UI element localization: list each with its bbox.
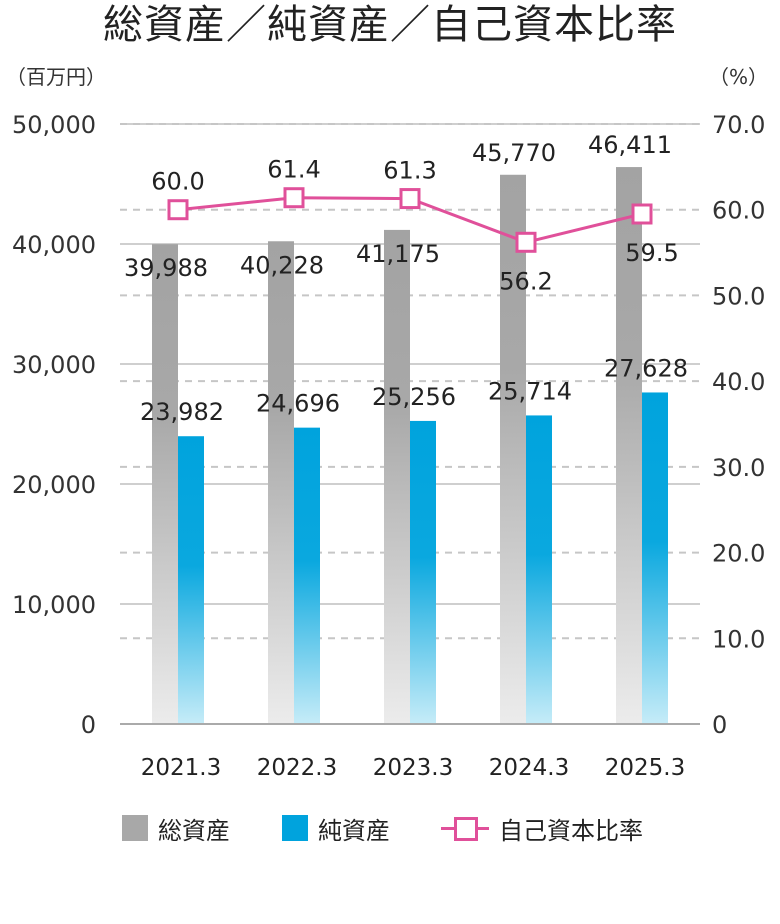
x-axis-category-label: 2025.3 <box>605 755 685 781</box>
left-axis-tick-label: 30,000 <box>12 351 96 379</box>
left-axis-tick-label: 10,000 <box>12 591 96 619</box>
net-assets-bar <box>410 420 436 724</box>
total-assets-bar <box>268 241 294 725</box>
total-assets-data-label: 45,770 <box>472 139 556 167</box>
left-axis-unit: （百万円） <box>6 65 106 89</box>
equity-ratio-marker <box>399 188 421 210</box>
left-axis-tick-label: 20,000 <box>12 471 96 499</box>
equity-ratio-data-label: 61.3 <box>383 157 436 185</box>
net-assets-bar <box>294 427 320 724</box>
right-axis-tick-label: 40.0 <box>712 368 765 396</box>
right-axis-tick-label: 70.0 <box>712 111 765 139</box>
legend-item-total-assets: 総資産 <box>122 808 230 848</box>
right-axis-unit: （%） <box>708 65 768 89</box>
total-assets-bar <box>152 244 178 725</box>
x-axis-category-label: 2022.3 <box>257 755 337 781</box>
equity-ratio-marker <box>167 199 189 221</box>
chart-plot: 0 10,000 20,000 30,000 40,000 50,000 0 10.0 20.0… <box>12 111 765 781</box>
equity-ratio-data-label: 60.0 <box>151 168 204 196</box>
x-axis-category-label: 2021.3 <box>141 755 221 781</box>
equity-ratio-marker <box>515 231 537 253</box>
total-assets-data-label: 40,228 <box>240 251 324 279</box>
x-axis-category-label: 2023.3 <box>373 755 453 781</box>
right-axis-tick-label: 10.0 <box>712 625 765 653</box>
net-assets-bar <box>178 436 204 724</box>
total-assets-data-label: 39,988 <box>124 254 208 282</box>
net-assets-bar <box>526 415 552 724</box>
legend-item-net-assets: 純資産 <box>282 808 390 848</box>
total-assets-bar <box>500 174 526 724</box>
legend-item-equity-ratio: 自己資本比率 <box>441 808 643 848</box>
net-assets-data-label: 25,256 <box>372 383 456 411</box>
total-assets-swatch <box>122 815 148 841</box>
legend-label-equity-ratio: 自己資本比率 <box>499 816 643 845</box>
left-axis-tick-label: 40,000 <box>12 231 96 259</box>
equity-ratio-data-label: 56.2 <box>499 267 552 295</box>
left-axis-tick-label: 0 <box>81 711 96 739</box>
right-axis-tick-label: 50.0 <box>712 282 765 310</box>
total-assets-data-label: 46,411 <box>588 131 672 159</box>
legend: 総資産 純資産 自己資本比率 <box>0 808 780 848</box>
net-assets-data-label: 25,714 <box>488 377 572 405</box>
net-assets-data-label: 24,696 <box>256 390 340 418</box>
legend-label-net-assets: 純資産 <box>318 816 390 845</box>
net-assets-bar <box>642 392 668 724</box>
chart-title: 総資産／純資産／自己資本比率 <box>103 2 677 48</box>
left-axis-tick-label: 50,000 <box>12 111 96 139</box>
right-axis-tick-label: 20.0 <box>712 540 765 568</box>
equity-ratio-marker <box>283 187 305 209</box>
right-axis-tick-label: 0 <box>712 711 727 739</box>
right-axis-tick-label: 60.0 <box>712 197 765 225</box>
total-assets-bar <box>384 229 410 724</box>
equity-ratio-data-label: 59.5 <box>625 239 678 267</box>
net-assets-data-label: 27,628 <box>604 354 688 382</box>
right-axis-tick-label: 30.0 <box>712 454 765 482</box>
total-assets-data-label: 41,175 <box>356 240 440 268</box>
legend-label-total-assets: 総資産 <box>158 816 230 845</box>
net-assets-swatch <box>282 815 308 841</box>
total-assets-bar <box>616 167 642 724</box>
net-assets-data-label: 23,982 <box>140 398 224 426</box>
x-axis-category-label: 2024.3 <box>489 755 569 781</box>
equity-ratio-line-marker-icon <box>441 815 489 841</box>
equity-ratio-data-label: 61.4 <box>267 156 320 184</box>
equity-ratio-marker <box>631 203 653 225</box>
